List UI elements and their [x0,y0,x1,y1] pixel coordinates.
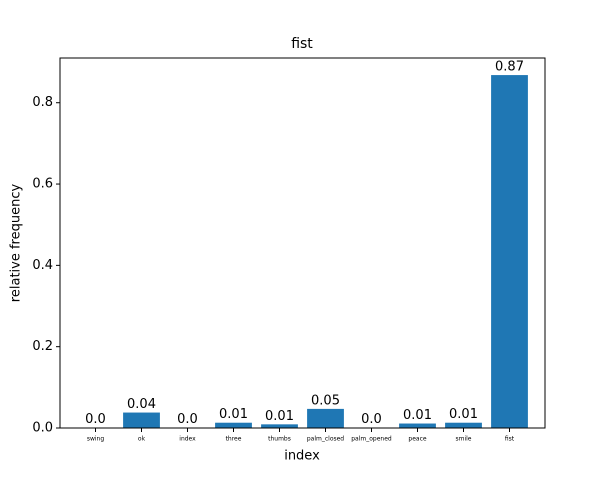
x-tick-label: ok [138,436,146,443]
plot-frame [59,57,546,429]
bar [491,75,528,429]
chart-title: fist [291,36,313,52]
x-tick-label: thumbs [268,436,291,443]
x-tick-label: smile [456,436,472,443]
bar [445,422,482,428]
y-tick-label: 0.4 [32,258,53,273]
value-label: 0.01 [219,407,248,422]
x-tick-label: palm_opened [351,436,392,443]
y-tick-label: 0.8 [32,95,53,110]
value-label: 0.0 [85,412,106,427]
y-tick-label: 0.6 [32,177,53,192]
bar [123,412,160,428]
x-tick-label: fist [505,436,515,443]
x-tick-label: index [179,436,196,443]
value-label: 0.01 [265,409,294,424]
value-label: 0.01 [403,408,432,423]
x-tick-label: swing [87,436,105,443]
value-label: 0.87 [495,60,524,75]
bar [261,424,298,428]
value-label: 0.01 [449,407,478,422]
value-label: 0.04 [127,397,156,412]
x-axis-label: index [284,449,320,464]
bar [307,408,344,428]
bar [215,422,252,428]
y-tick-label: 0.0 [32,421,53,436]
y-axis-label: relative frequency [9,184,24,303]
value-label: 0.0 [177,412,198,427]
value-label: 0.05 [311,393,340,408]
x-tick-label: palm_closed [307,436,344,443]
x-tick-label: three [226,436,242,443]
y-tick-label: 0.2 [32,339,53,354]
value-label: 0.0 [361,412,382,427]
bar [399,423,436,428]
x-tick-label: peace [408,436,426,443]
